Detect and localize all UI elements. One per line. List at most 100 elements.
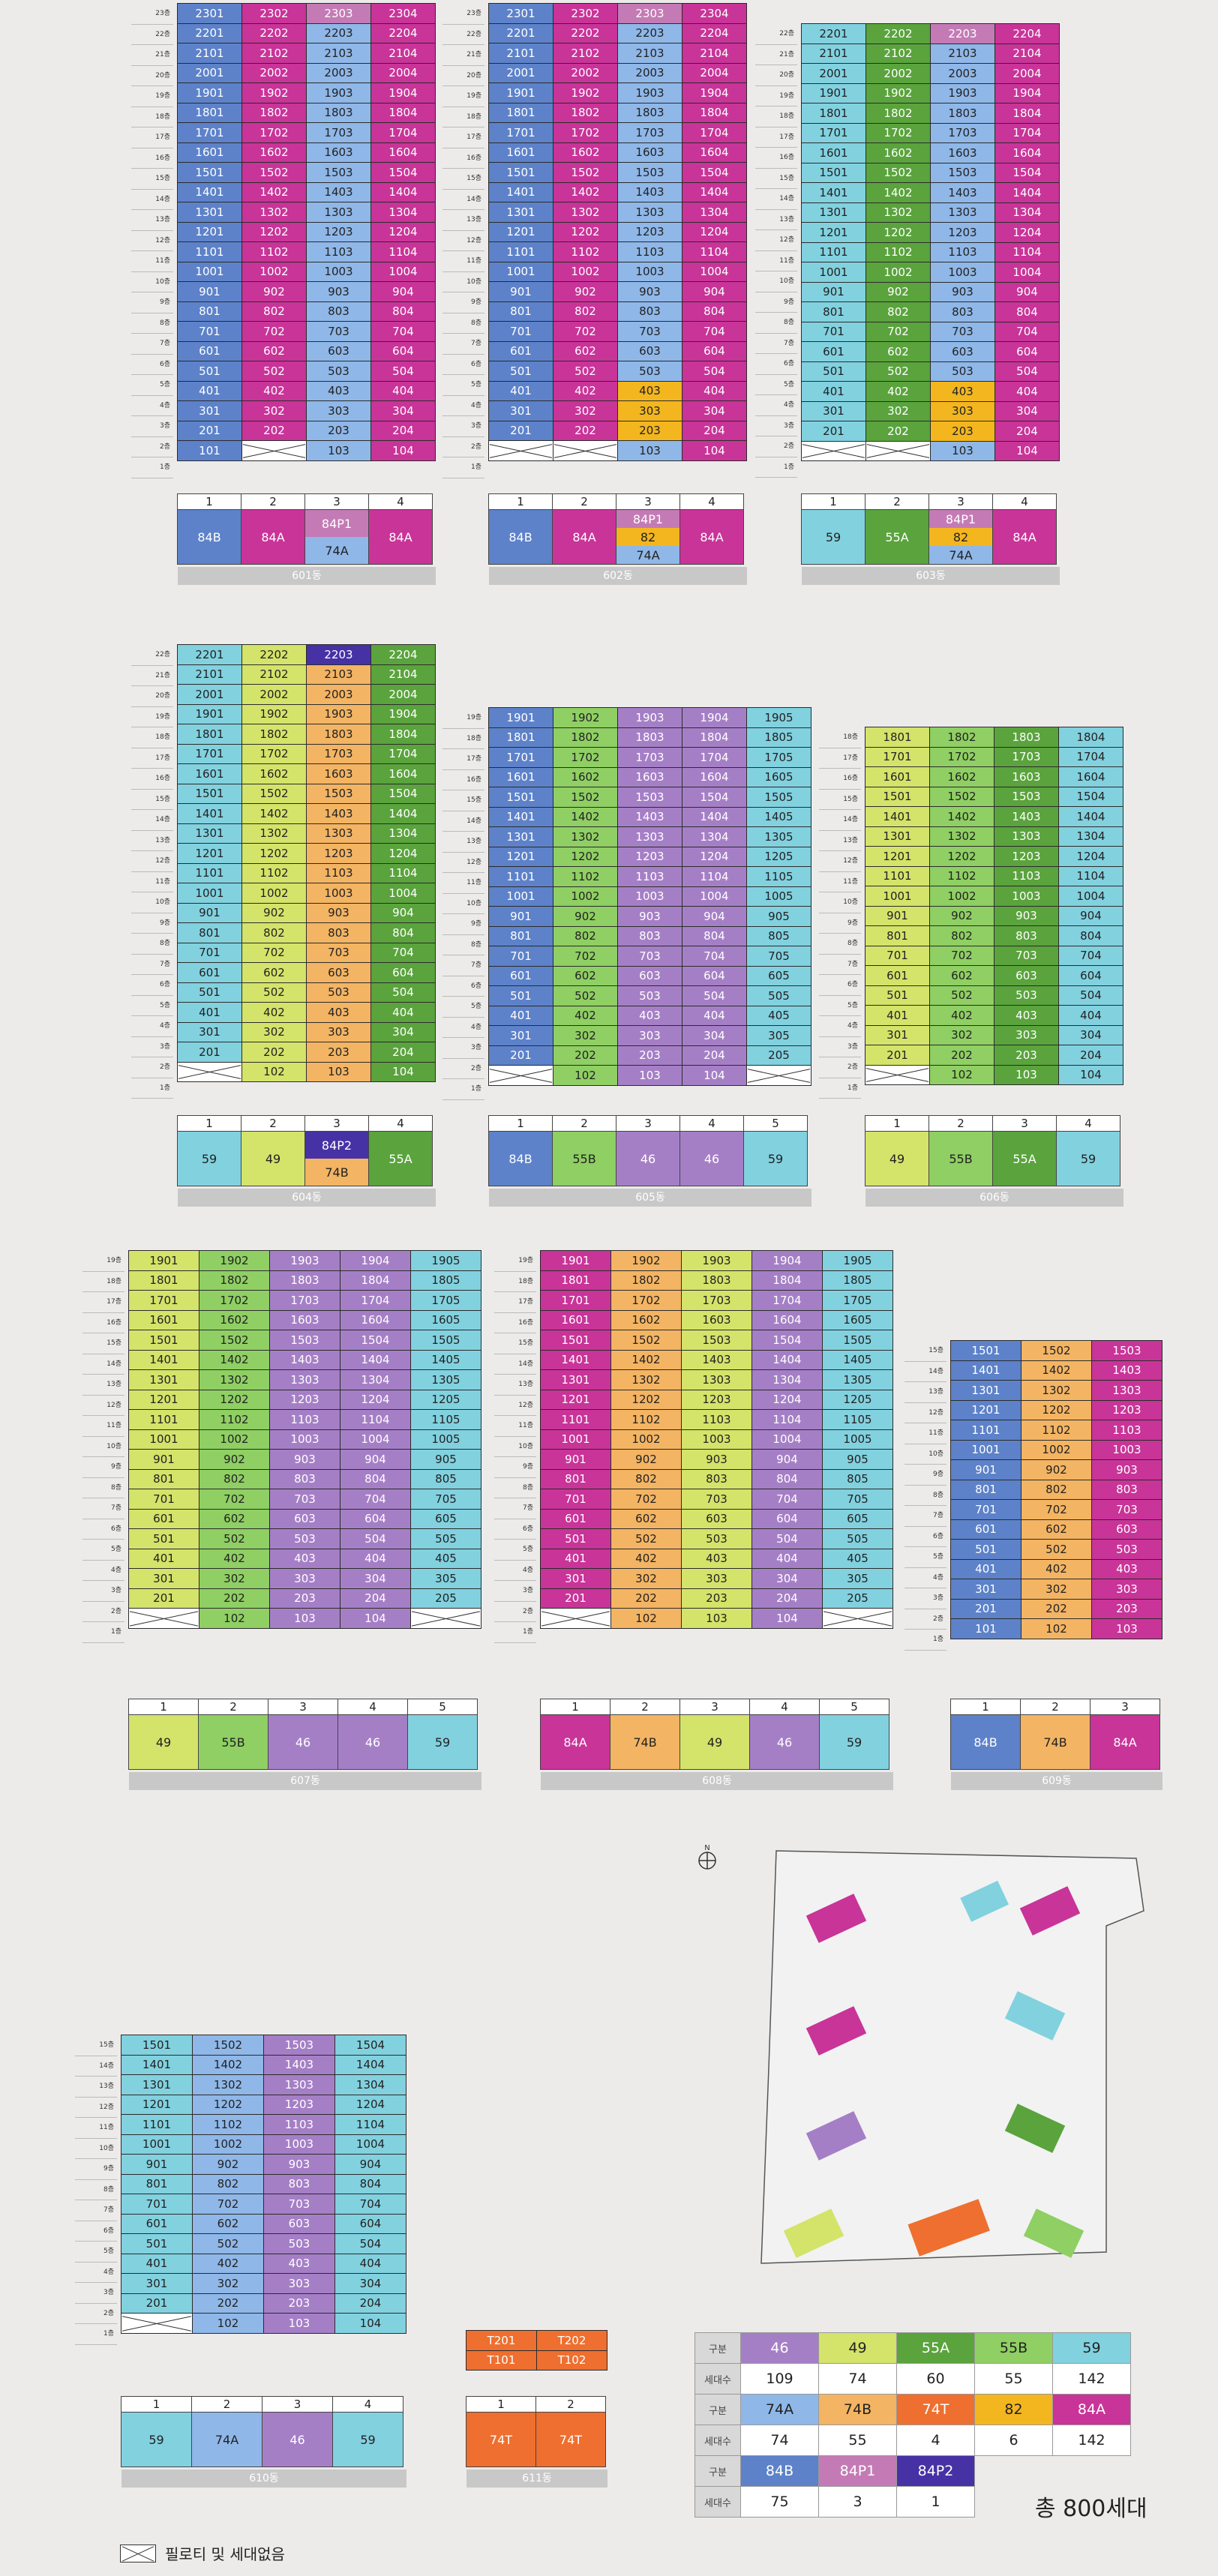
unit-cell [801,440,866,461]
unit-cell: 1404 [340,1349,411,1370]
unit-cell: 602 [610,1508,682,1529]
unit-type-col: 1 84B [950,1699,1021,1770]
unit-cell: 101 [950,1618,1022,1639]
unit-cell: 1103 [1091,1420,1162,1441]
floor-label: 10층 [755,271,797,292]
unit-cell: 1503 [306,162,371,183]
floor-label: 6층 [442,976,484,997]
unit-type: 55A [369,1132,432,1186]
unit-cell: 404 [682,380,747,401]
unit-type: 59 [333,2413,403,2467]
unit-cell: 704 [752,1489,823,1510]
unit-cell: 201 [488,420,554,441]
unit-cell: 204 [370,1042,436,1063]
unit-cell: 1202 [192,2094,264,2115]
unit-line-number: 4 [993,494,1056,510]
unit-cell: 702 [929,945,994,966]
floor-label: 6층 [819,975,861,996]
unit-cell: 1101 [177,862,242,883]
unit-cell: 703 [994,945,1059,966]
unit-cell: 1404 [682,181,747,202]
unit-type-label: 46 [338,1715,407,1769]
unit-type: 84P1 82 74A [929,510,992,564]
building-name: 610동 [122,2470,406,2488]
unit-cell: 1903 [617,82,682,103]
unit-cell: 1003 [306,883,371,904]
floor-label: 1층 [75,2324,117,2345]
unit-type-label: 49 [866,1132,928,1186]
unit-cell: 1101 [177,241,242,262]
floor-label: 16층 [755,148,797,169]
unit-type-col: 4 59 [332,2396,404,2467]
unit-cell: 1601 [488,142,554,163]
unit-cell: 1203 [617,221,682,242]
unit-cell: 2303 [306,3,371,24]
floor-label: 7층 [131,334,173,355]
unit-cell: 403 [617,1005,682,1026]
unit-cell: 1401 [950,1360,1022,1381]
unit-cell: 1301 [177,202,242,223]
unit-cell: 1802 [242,724,307,745]
floor-label: 3층 [75,2283,117,2304]
unit-cell: 804 [752,1468,823,1489]
unit-line-number: 4 [333,2397,403,2413]
unit-cell: 1105 [410,1409,482,1430]
unit-cell: 103 [617,440,682,461]
unit-cell: 2003 [306,62,371,83]
unit-cell: 1804 [1058,727,1124,748]
unit-cell: 804 [334,2173,406,2194]
unit-type: 84A [553,510,616,564]
floor-label: 1층 [904,1630,946,1651]
unit-cell: 201 [121,2293,193,2314]
unit-line-number: 3 [680,1699,749,1715]
floor-label: 18층 [131,727,173,748]
unit-cell: 1201 [488,846,554,867]
unit-cell: 1001 [488,261,554,282]
legend-count: 142 [1052,2363,1131,2395]
unit-cell: 505 [822,1528,893,1549]
unit-cell: 602 [553,965,618,986]
unit-cell: 901 [177,281,242,302]
unit-cell: 1304 [994,202,1060,223]
unit-cell: 2104 [370,43,436,64]
unit-type: 84A [1090,1715,1160,1769]
floor-label: 8층 [819,934,861,955]
floor-label: 10층 [494,1437,536,1457]
floor-label: 8층 [75,2180,117,2200]
unit-cell: 1603 [617,142,682,163]
unit-cell: 601 [488,965,554,986]
floor-label: 1층 [131,1078,173,1099]
unit-cell: 903 [994,905,1059,926]
unit-cell: 1303 [306,823,371,844]
unit-cell: 1803 [269,1270,340,1291]
unit-type: 84P1 74A [305,510,368,564]
unit-cell: 1102 [553,866,618,887]
unit-cell: 103 [263,2313,335,2334]
unit-type: 59 [1057,1132,1120,1186]
unit-cell: 1401 [801,182,866,203]
floor-label: 18층 [82,1272,124,1292]
unit-cell: 604 [682,965,747,986]
unit-cell: 1802 [610,1270,682,1291]
unit-cell: 1004 [340,1429,411,1450]
unit-cell: 704 [1058,945,1124,966]
legend-header: 세대수 [694,2363,741,2395]
unit-cell: 201 [801,421,866,442]
floor-labels: 23층 22층 21층 20층 19층 18층 17층 16층 15층 14층 13층 12층 11층 1… [442,4,484,478]
unit-type: 46 [616,1132,680,1186]
unit-type-label: 84A [1090,1715,1160,1769]
unit-cell: 705 [746,946,812,967]
unit-cell: 803 [994,925,1059,946]
unit-cell: 301 [950,1579,1022,1600]
unit-cell: 504 [1058,985,1124,1006]
floor-label: 8층 [494,1478,536,1498]
unit-cell: 1702 [553,122,618,143]
unit-cell: 904 [370,902,436,923]
unit-cell: 1302 [1021,1380,1092,1401]
unit-cell: 1702 [199,1290,270,1311]
floor-label: 15층 [131,169,173,190]
unit-cell: 703 [263,2194,335,2215]
unit-cell: 1701 [540,1290,611,1311]
unit-cell: 703 [269,1489,340,1510]
floor-label: 6층 [904,1527,946,1547]
